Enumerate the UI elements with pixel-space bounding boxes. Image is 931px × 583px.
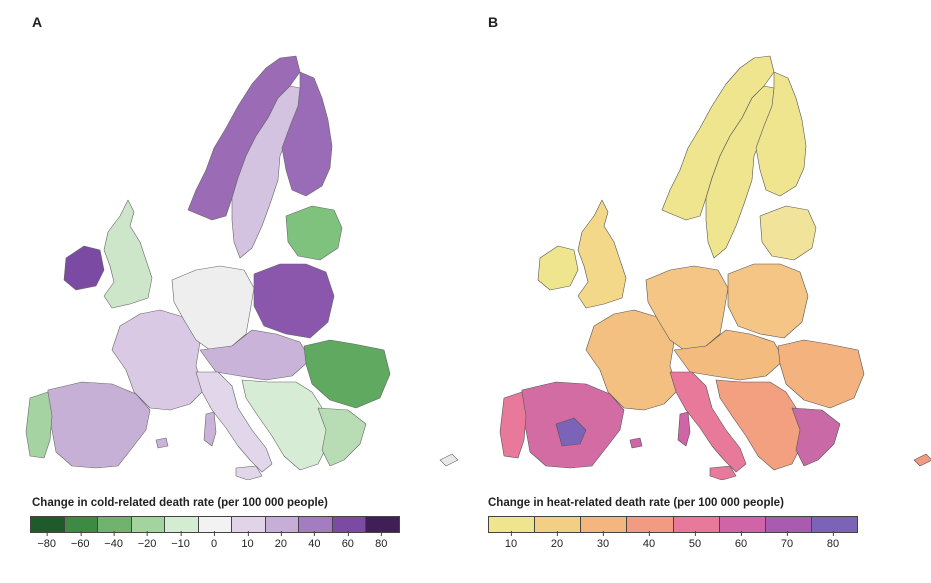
legend-swatch: [811, 517, 857, 532]
legend-tick-label: 80: [375, 531, 388, 550]
legend-tick-labels: −80 −60 −40 −20 −10 0 10 20 40 60 80: [30, 531, 400, 554]
legend-swatch: [265, 517, 300, 532]
legend-swatch: [232, 517, 266, 532]
legend-swatch: [198, 517, 233, 532]
sardinia-region: [677, 411, 691, 447]
balkans-region: [715, 379, 805, 471]
legend-tick-label: 10: [241, 531, 254, 550]
heat-death-rate-map: [499, 55, 931, 480]
baltics-region: [285, 205, 343, 261]
legend-tick-label: 20: [550, 531, 564, 550]
spain-central-hotspot: [555, 417, 587, 447]
legend-swatch: [489, 517, 536, 532]
legend-color-scale: [30, 516, 400, 533]
panel-b: B Change in heat-related death ra: [466, 0, 931, 583]
legend-tick-label: 30: [596, 531, 610, 550]
legend-tick-label: 80: [826, 531, 840, 550]
panel-a: A: [0, 0, 465, 583]
legend-swatch: [64, 517, 99, 532]
legend-tick-label: 20: [274, 531, 288, 550]
legend-tick-label: 10: [504, 531, 518, 550]
legend-tick-label: −80: [37, 531, 57, 550]
legend-tick-label: 70: [780, 531, 794, 550]
portugal-region: [499, 391, 527, 459]
legend-tick-label: −10: [171, 531, 190, 550]
cyprus-region: [439, 453, 459, 467]
sicily-region: [709, 465, 737, 480]
legend-tick-label: 60: [734, 531, 748, 550]
ireland-region: [537, 245, 579, 291]
romania-region: [303, 339, 391, 409]
legend-title: Change in cold-related death rate (per 1…: [32, 497, 328, 509]
romania-region: [777, 339, 865, 409]
legend-swatch: [627, 517, 674, 532]
portugal-region: [25, 391, 53, 459]
legend-tick-label: 40: [642, 531, 656, 550]
poland-region: [253, 263, 335, 339]
panel-b-letter: B: [488, 14, 499, 30]
legend-swatch: [719, 517, 766, 532]
legend-tick-label: 60: [341, 531, 354, 550]
legend-tick-labels: 10 20 30 40 50 60 70 80: [488, 531, 858, 554]
legend-swatch: [98, 517, 132, 532]
great-britain-region: [103, 199, 153, 309]
legend-swatch: [535, 517, 582, 532]
legend-swatch: [366, 517, 400, 532]
balearic-region: [629, 437, 643, 449]
legend-swatch: [673, 517, 720, 532]
legend-swatch: [31, 517, 65, 532]
cold-death-rate-map: [25, 55, 459, 480]
germany-region: [171, 265, 255, 351]
legend-color-scale: [488, 516, 858, 533]
great-britain-region: [577, 199, 627, 309]
panel-a-letter: A: [32, 14, 43, 30]
legend-tick-label: 50: [688, 531, 702, 550]
germany-region: [645, 265, 729, 351]
legend-tick-label: 40: [308, 531, 321, 550]
cyprus-region: [913, 453, 931, 467]
finland-region: [755, 71, 807, 197]
legend-tick-label: 0: [210, 531, 218, 550]
greece-region: [791, 407, 841, 467]
legend-swatch: [581, 517, 628, 532]
legend-tick-label: −40: [104, 531, 123, 550]
poland-region: [727, 263, 809, 339]
legend-title: Change in heat-related death rate (per 1…: [488, 497, 784, 509]
legend-swatch: [765, 517, 812, 532]
legend-tick-label: −20: [137, 531, 157, 550]
sardinia-region: [203, 411, 217, 447]
legend-swatch: [131, 517, 166, 532]
balearic-region: [155, 437, 169, 449]
greece-region: [317, 407, 367, 467]
legend-swatch: [165, 517, 199, 532]
balkans-region: [241, 379, 331, 471]
legend-swatch: [299, 517, 333, 532]
legend-tick-label: −60: [70, 531, 90, 550]
baltics-region: [759, 205, 817, 261]
finland-region: [281, 71, 333, 197]
ireland-region: [63, 245, 105, 291]
legend-swatch: [332, 517, 367, 532]
sicily-region: [235, 465, 263, 480]
spain-region: [45, 381, 151, 469]
